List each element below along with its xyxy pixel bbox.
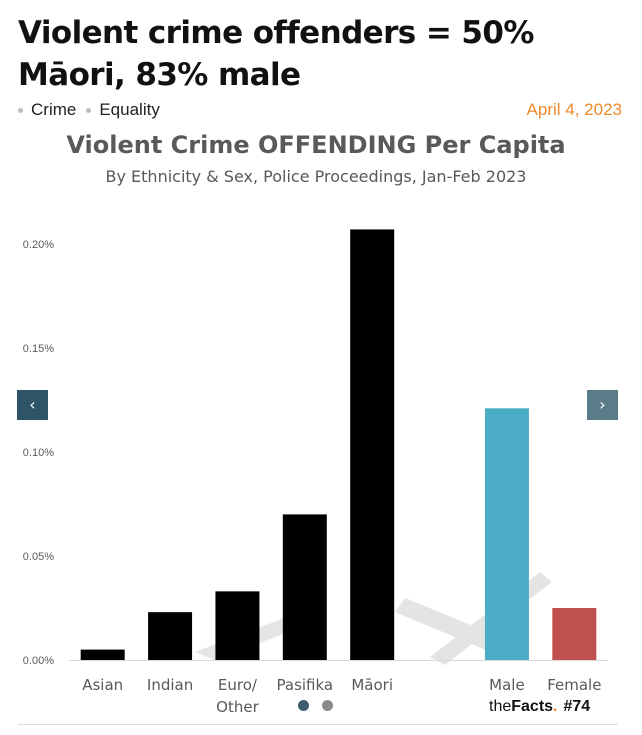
carousel-dot-2[interactable] <box>322 700 333 711</box>
tag-label: Equality <box>99 100 160 119</box>
x-tick-label: Māori <box>351 676 393 694</box>
brand-logo: theFacts. #74 <box>489 698 590 716</box>
bullet-icon <box>86 107 92 113</box>
y-tick-label: 0.15% <box>23 343 54 355</box>
carousel-next-button[interactable]: › <box>587 390 618 420</box>
divider <box>18 724 618 725</box>
chart-title: Violent Crime OFFENDING Per Capita <box>66 131 566 159</box>
x-tick-label: Pasifika <box>277 676 334 694</box>
x-tick-label: Euro/ <box>218 676 258 694</box>
bar-asian <box>80 649 125 660</box>
bar-male <box>484 408 529 660</box>
bullet-icon <box>18 107 23 113</box>
brand-prefix: the <box>489 698 512 715</box>
tag-label: Crime <box>31 100 77 119</box>
y-tick-label: 0.10% <box>23 447 54 459</box>
y-tick-label: 0.05% <box>23 551 54 563</box>
bar-pasifika <box>282 514 327 660</box>
x-tick-label: Other <box>216 698 259 716</box>
chart-subtitle: By Ethnicity & Sex, Police Proceedings, … <box>105 167 527 186</box>
x-tick-label: Asian <box>82 676 123 694</box>
bar-māori <box>350 229 395 660</box>
carousel-prev-button[interactable]: ‹ <box>17 390 48 420</box>
tag-crime[interactable]: Crime <box>18 100 76 120</box>
brand-name: Facts <box>511 698 554 715</box>
article-headline: Violent crime offenders = 50% Māori, 83%… <box>18 15 534 93</box>
y-tick-label: 0.00% <box>23 655 54 667</box>
carousel-pagination <box>298 700 346 711</box>
tag-equality[interactable]: Equality <box>86 100 160 120</box>
issue-number: #74 <box>563 698 591 715</box>
publish-date: April 4, 2023 <box>526 100 622 119</box>
chevron-left-icon: ‹ <box>29 395 36 414</box>
bar-female <box>552 608 597 660</box>
bar-euro <box>215 591 260 660</box>
x-tick-label: Male <box>489 676 525 694</box>
carousel-dot-1[interactable] <box>298 700 309 711</box>
x-tick-label: Indian <box>147 676 193 694</box>
chevron-right-icon: › <box>599 395 606 414</box>
tag-list: Crime Equality <box>18 100 170 120</box>
y-tick-label: 0.20% <box>23 239 54 251</box>
x-tick-label: Female <box>547 676 601 694</box>
brand-dot: . <box>553 698 558 715</box>
bar-indian <box>148 612 193 660</box>
